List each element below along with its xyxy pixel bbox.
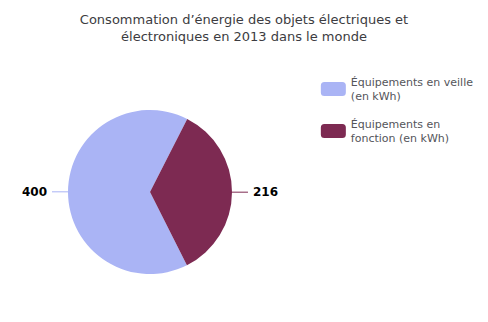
svg-text:fonction (en kWh): fonction (en kWh) [351, 132, 449, 145]
svg-text:216: 216 [253, 185, 278, 199]
svg-text:400: 400 [22, 185, 47, 199]
svg-text:Consommation d’énergie des obj: Consommation d’énergie des objets électr… [80, 12, 408, 27]
svg-text:Équipements en: Équipements en [351, 118, 440, 131]
svg-text:Équipements en veille: Équipements en veille [351, 76, 473, 89]
svg-text:électroniques en 2013 dans le: électroniques en 2013 dans le monde [121, 29, 367, 44]
svg-text:(en kWh): (en kWh) [351, 90, 401, 103]
